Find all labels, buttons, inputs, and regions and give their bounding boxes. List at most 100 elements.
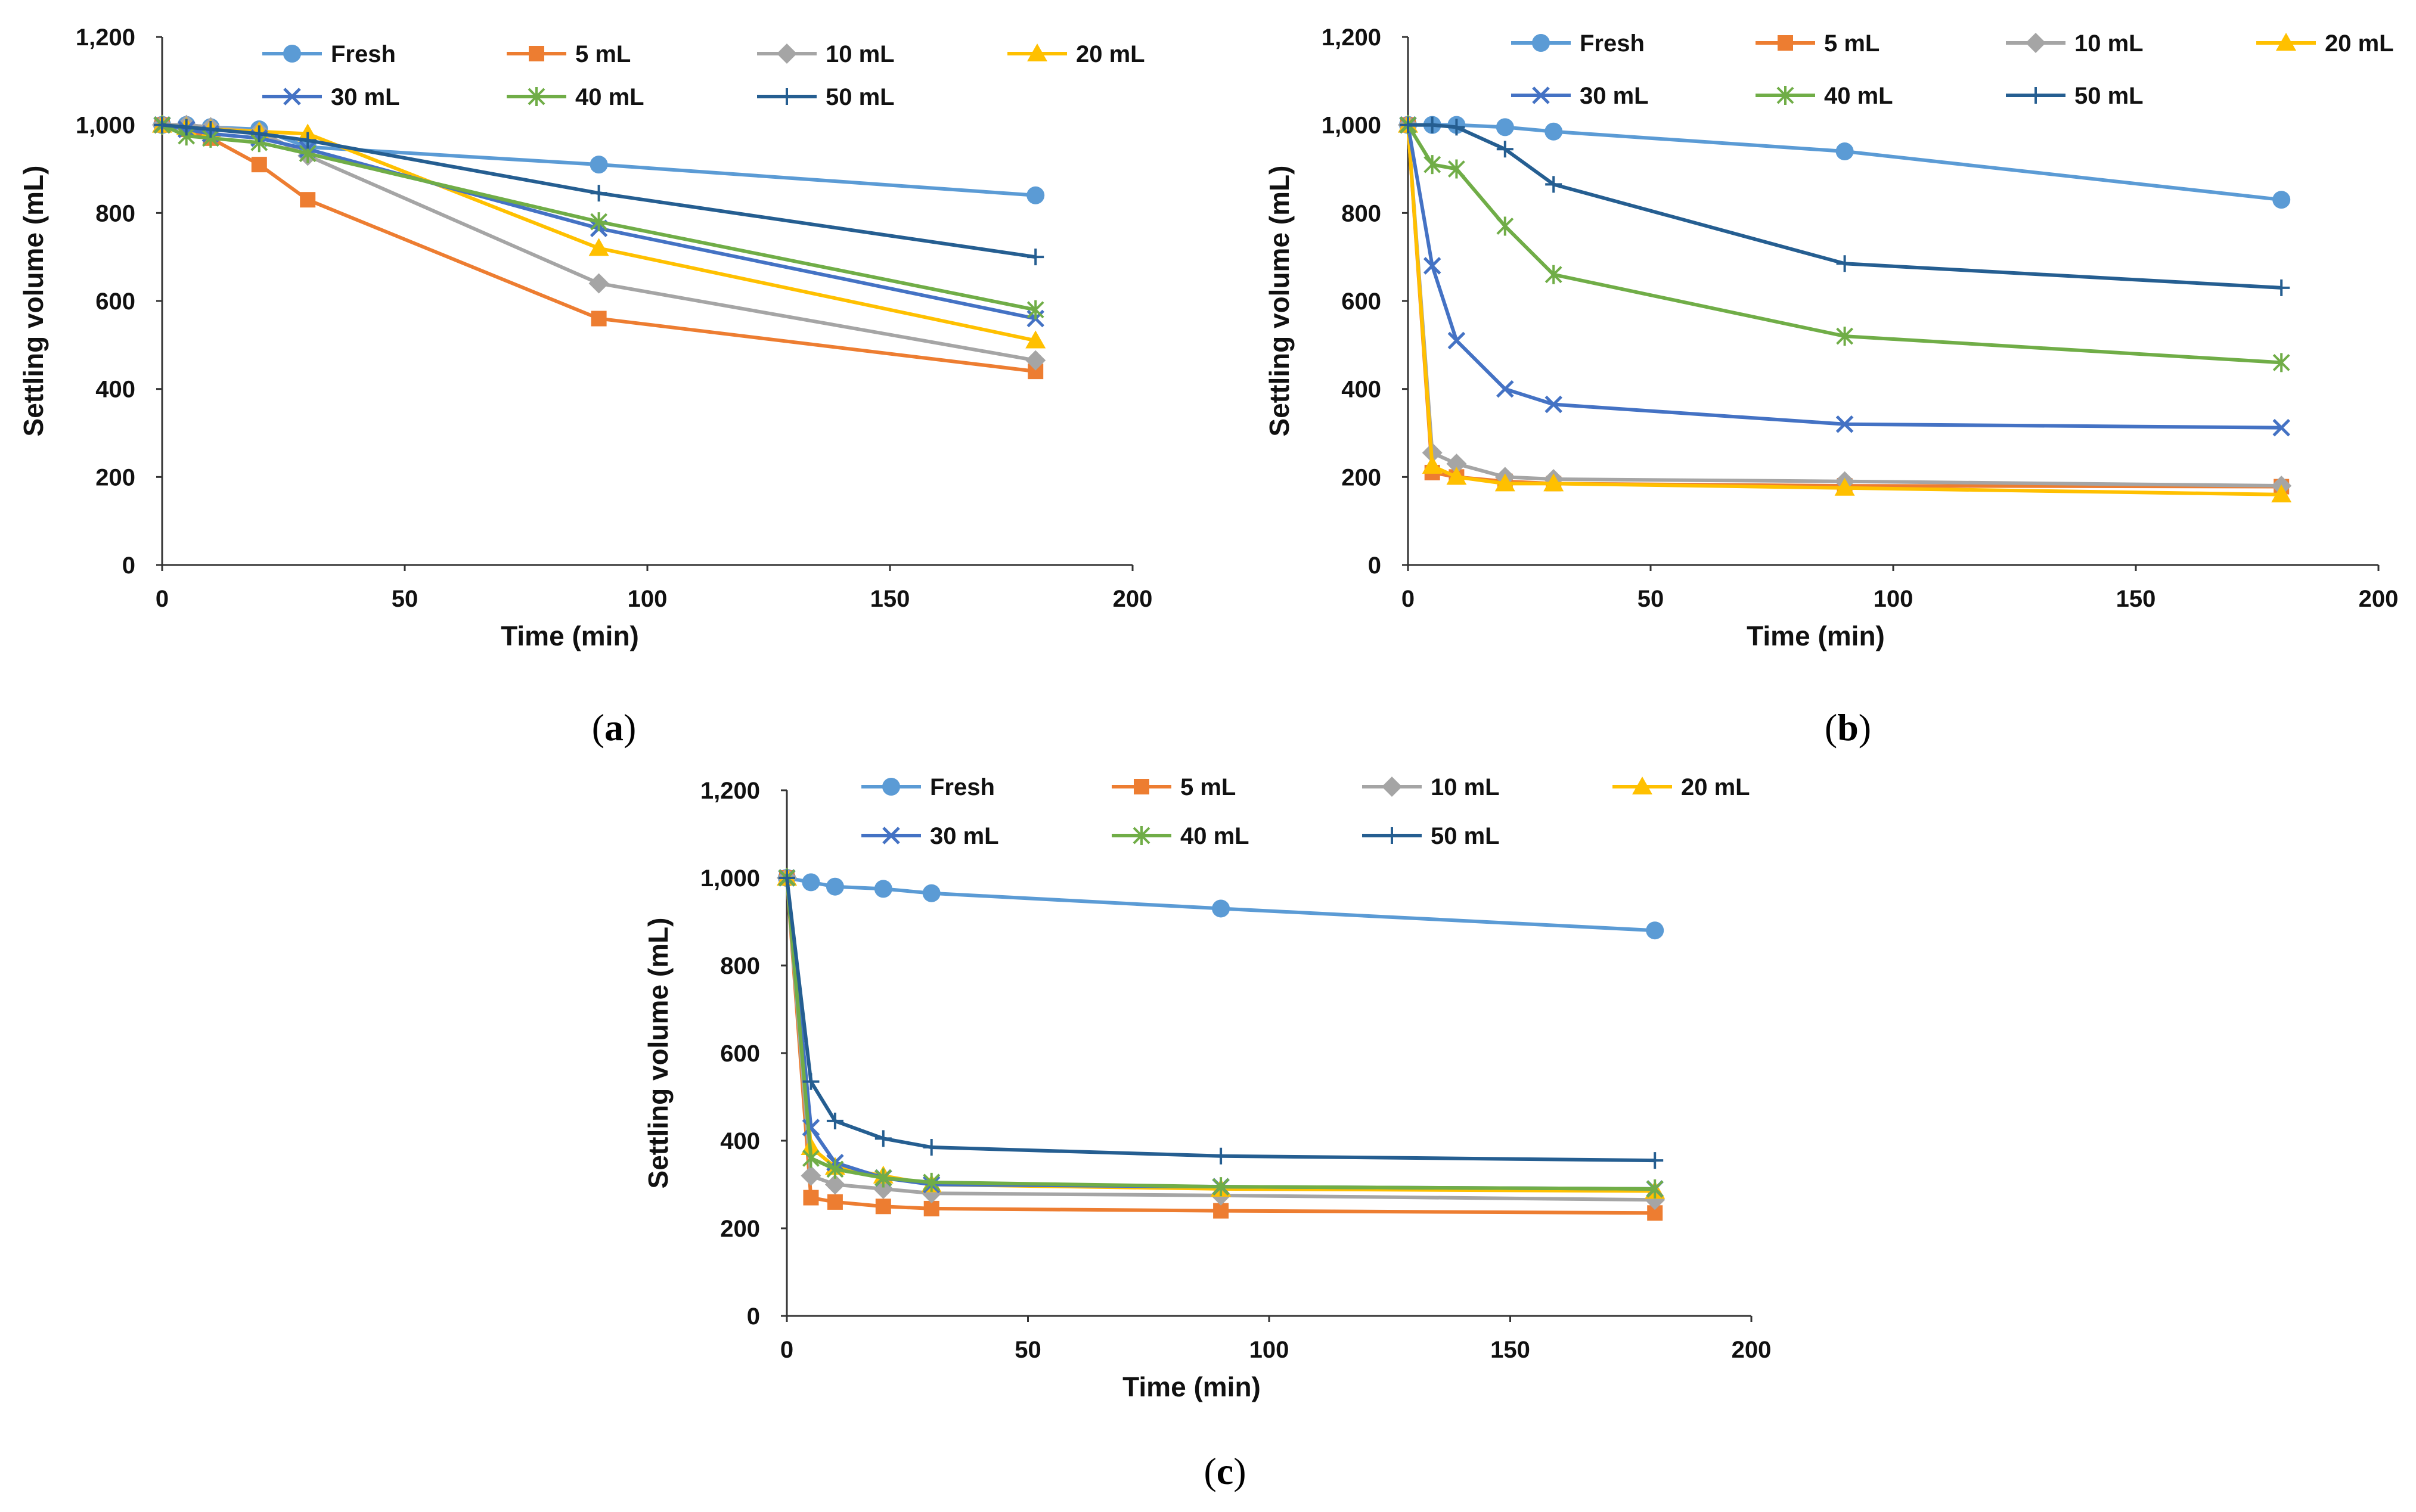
c-legend-label: 20 mL [1681, 774, 1750, 800]
a-x-axis-title: Time (min) [501, 620, 639, 651]
a-legend-marker [283, 88, 301, 105]
b-x-tick-label: 200 [2359, 586, 2399, 612]
c-data-point [923, 1200, 939, 1216]
b-y-tick-label: 800 [1341, 200, 1381, 226]
b-series-10-ml [1398, 114, 2292, 496]
c-y-tick-label: 400 [720, 1128, 760, 1154]
b-legend-label: 20 mL [2325, 30, 2394, 57]
panel-label-c: (c) [1204, 1450, 1246, 1492]
b-data-point [1423, 155, 1441, 175]
b-data-point [1836, 327, 1854, 346]
a-data-point [202, 121, 219, 138]
c-legend-marker [882, 827, 900, 845]
c-data-point [802, 873, 820, 892]
a-data-point [590, 156, 608, 174]
c-data-point [826, 1112, 843, 1129]
a-y-tick-label: 400 [95, 377, 135, 403]
c-data-point [1212, 1177, 1230, 1197]
c-series-40-ml [778, 868, 1664, 1199]
b-series-line [1406, 125, 2282, 488]
a-legend-label: 30 mL [331, 84, 400, 110]
a-data-point [1026, 186, 1045, 204]
b-data-point [1496, 141, 1514, 158]
c-data-point [824, 1174, 845, 1195]
b-legend-label: 10 mL [2074, 30, 2144, 57]
b-data-point [1543, 473, 1564, 492]
b-data-point [2272, 353, 2290, 372]
a-legend-marker [283, 45, 301, 63]
b-data-point [1544, 395, 1562, 414]
c-y-tick-label: 0 [747, 1303, 760, 1330]
a-legend: Fresh 5 mL 10 mL 20 mL 30 mL 40 mL 50 mL [262, 41, 1145, 110]
c-data-point [802, 1148, 820, 1168]
b-data-point [1494, 473, 1515, 492]
a-data-point [590, 212, 608, 232]
c-data-point [827, 1194, 843, 1210]
c-legend-marker [1382, 777, 1402, 797]
a-data-point [251, 157, 267, 173]
b-series-line [1406, 125, 2282, 430]
c-data-point [922, 884, 941, 902]
b-legend-marker [1532, 34, 1550, 52]
a-data-point [590, 185, 607, 202]
b-data-point [1496, 380, 1514, 398]
a-legend-marker [777, 44, 797, 64]
c-legend-label: 10 mL [1431, 774, 1500, 800]
c-series-line [785, 877, 1655, 1163]
b-data-point [2271, 484, 2292, 502]
a-legend-label: 5 mL [575, 41, 631, 67]
b-data-point [1544, 265, 1562, 284]
b-data-point [1834, 477, 1855, 496]
c-legend-marker [1134, 779, 1149, 794]
c-data-point [1213, 1203, 1229, 1219]
a-legend-marker [1027, 44, 1047, 61]
a-legend-label: 20 mL [1076, 41, 1145, 67]
b-legend-label: 50 mL [2074, 83, 2144, 109]
a-y-axis-title: Settling volume (mL) [18, 166, 49, 437]
chart-c: 0 200 400 600 800 1,000 1,200 0 50 100 150 200 Time … [643, 774, 1771, 1492]
b-legend-marker [1532, 86, 1550, 104]
c-legend-marker [1133, 826, 1150, 845]
a-x-tick-label: 50 [392, 586, 418, 612]
c-data-point [874, 1168, 892, 1188]
b-legend-marker [1778, 35, 1793, 51]
a-legend-label: Fresh [331, 41, 396, 67]
c-x-tick-label: 100 [1249, 1337, 1289, 1363]
a-legend-marker [529, 46, 544, 61]
a-data-point [588, 238, 609, 256]
b-legend-marker [1776, 86, 1794, 105]
c-data-point [803, 1190, 819, 1206]
b-x-tick-label: 50 [1637, 586, 1664, 612]
b-legend-marker [2276, 33, 2296, 51]
c-data-point [1212, 899, 1230, 918]
c-x-tick-label: 200 [1732, 1337, 1772, 1363]
a-data-point [588, 273, 609, 294]
c-legend-label: Fresh [930, 774, 995, 800]
b-legend-label: Fresh [1580, 30, 1645, 57]
c-series-30-ml [778, 869, 1664, 1198]
b-data-point [1835, 142, 1854, 160]
c-data-point [1646, 1152, 1664, 1169]
c-y-axis-title: Settling volume (mL) [643, 918, 674, 1189]
b-legend-marker [2027, 87, 2044, 104]
c-legend: Fresh 5 mL 10 mL 20 mL 30 mL 40 mL 50 mL [861, 774, 1750, 849]
b-series-50-ml [1400, 116, 2290, 296]
c-legend-label: 50 mL [1431, 823, 1500, 849]
b-data-point [1423, 116, 1441, 133]
a-y-tick-label: 0 [122, 552, 135, 579]
a-data-point [1027, 249, 1044, 266]
b-x-tick-label: 150 [2116, 586, 2156, 612]
b-y-axis-title: Settling volume (mL) [1264, 166, 1295, 437]
c-y-tick-label: 600 [720, 1041, 760, 1067]
b-data-point [2272, 191, 2291, 209]
a-legend-marker [779, 88, 795, 105]
b-data-point [1400, 116, 1416, 133]
c-data-point [874, 880, 892, 898]
b-data-point [1496, 118, 1514, 136]
b-series-line [1408, 123, 2282, 202]
b-data-point [1496, 216, 1514, 236]
c-series-5-ml [779, 870, 1663, 1221]
a-x-tick-label: 150 [870, 586, 910, 612]
b-y-tick-label: 600 [1341, 288, 1381, 315]
c-legend-marker [882, 778, 900, 796]
